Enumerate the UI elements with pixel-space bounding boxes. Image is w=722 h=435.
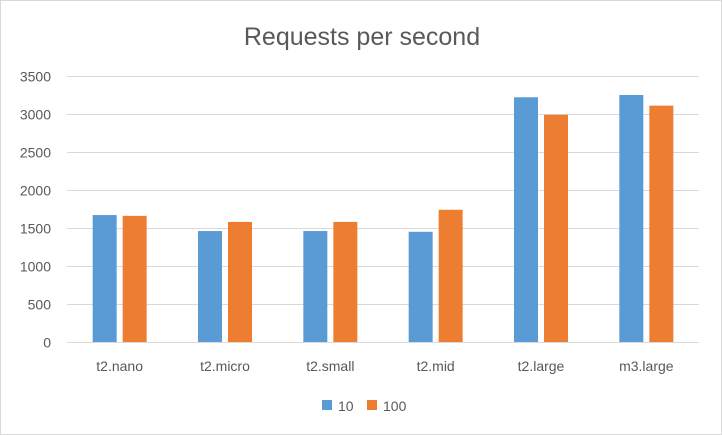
legend: 10 100	[322, 398, 407, 414]
x-tick-label: m3.large	[619, 358, 674, 374]
gridlines	[67, 76, 699, 343]
x-axis-ticks: t2.nano t2.micro t2.small t2.mid t2.large m3.…	[96, 358, 673, 374]
legend-swatch-100	[367, 400, 377, 410]
y-tick-label: 3500	[20, 69, 51, 85]
x-tick-label: t2.mid	[417, 358, 455, 374]
bar-t2-micro-series-10	[198, 231, 222, 342]
bar-t2-small-series-100	[333, 221, 358, 342]
bar-t2-nano-series-10	[92, 215, 117, 342]
bar-t2-large-series-100	[544, 114, 568, 342]
legend-swatch-10	[322, 400, 332, 410]
y-tick-label: 0	[43, 335, 51, 351]
x-tick-label: t2.large	[518, 358, 565, 374]
bar-t2-nano-series-100	[122, 215, 147, 342]
chart-title: Requests per second	[244, 23, 480, 51]
x-tick-label: t2.micro	[200, 358, 250, 374]
y-tick-label: 3000	[20, 107, 51, 123]
y-tick-label: 500	[28, 297, 52, 313]
x-tick-label: t2.nano	[96, 358, 143, 374]
y-tick-label: 1500	[20, 221, 51, 237]
bar-t2-micro-series-100	[228, 221, 252, 342]
bar-m3-large-series-10	[619, 95, 644, 342]
legend-label-10: 10	[338, 398, 354, 414]
y-axis-ticks: 0 500 1000 1500 2000 2500 3000 3500	[20, 69, 51, 351]
bar-m3-large-series-100	[649, 105, 674, 342]
bars	[92, 95, 674, 342]
x-tick-label: t2.small	[306, 358, 354, 374]
bar-t2-large-series-10	[514, 97, 538, 342]
legend-label-100: 100	[383, 398, 407, 414]
y-tick-label: 2500	[20, 145, 51, 161]
bar-t2-mid-series-10	[408, 231, 433, 342]
y-tick-label: 1000	[20, 259, 51, 275]
bar-t2-small-series-10	[303, 231, 328, 342]
y-tick-label: 2000	[20, 183, 51, 199]
bar-t2-mid-series-100	[438, 209, 463, 342]
